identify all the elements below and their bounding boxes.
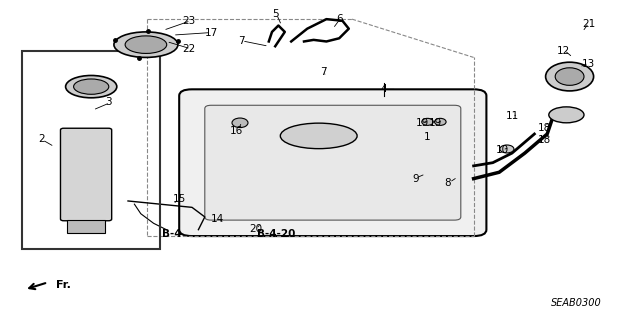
Text: 21: 21 bbox=[582, 19, 595, 29]
FancyBboxPatch shape bbox=[61, 128, 111, 221]
Text: 8: 8 bbox=[445, 178, 451, 189]
FancyBboxPatch shape bbox=[179, 89, 486, 236]
Text: 3: 3 bbox=[106, 97, 112, 107]
Text: 18: 18 bbox=[538, 122, 550, 133]
Ellipse shape bbox=[125, 36, 167, 54]
Text: SEAB0300: SEAB0300 bbox=[550, 298, 602, 308]
Text: 13: 13 bbox=[582, 59, 595, 69]
FancyBboxPatch shape bbox=[205, 105, 461, 220]
Text: 23: 23 bbox=[182, 16, 195, 26]
Text: 18: 18 bbox=[538, 135, 550, 145]
Bar bbox=[67, 220, 105, 233]
Text: B-4: B-4 bbox=[162, 229, 181, 240]
Text: 19: 19 bbox=[416, 118, 429, 128]
Text: 20: 20 bbox=[250, 224, 262, 234]
Ellipse shape bbox=[435, 118, 446, 125]
Text: 22: 22 bbox=[182, 44, 195, 55]
Ellipse shape bbox=[556, 68, 584, 85]
Ellipse shape bbox=[422, 118, 433, 125]
Text: 16: 16 bbox=[230, 126, 243, 136]
Ellipse shape bbox=[232, 118, 248, 128]
Text: 5: 5 bbox=[272, 9, 278, 19]
Text: 19: 19 bbox=[429, 118, 442, 128]
Ellipse shape bbox=[500, 145, 514, 153]
Text: 7: 7 bbox=[239, 36, 245, 47]
Text: 10: 10 bbox=[496, 145, 509, 155]
Text: 6: 6 bbox=[336, 14, 342, 24]
Ellipse shape bbox=[280, 123, 357, 149]
Text: Fr.: Fr. bbox=[56, 279, 70, 290]
Text: 4: 4 bbox=[381, 84, 387, 94]
Text: 17: 17 bbox=[205, 28, 218, 39]
Text: 7: 7 bbox=[320, 67, 326, 77]
Ellipse shape bbox=[114, 32, 178, 57]
Text: 14: 14 bbox=[211, 213, 224, 224]
Text: 2: 2 bbox=[38, 134, 45, 144]
Ellipse shape bbox=[66, 76, 117, 98]
Ellipse shape bbox=[545, 62, 594, 91]
Text: 9: 9 bbox=[413, 174, 419, 184]
Text: 11: 11 bbox=[506, 111, 518, 122]
Ellipse shape bbox=[74, 79, 109, 94]
Text: 12: 12 bbox=[557, 46, 570, 56]
Ellipse shape bbox=[548, 107, 584, 123]
Bar bbox=[22, 51, 160, 249]
Text: B-4-20: B-4-20 bbox=[257, 229, 296, 240]
Text: 15: 15 bbox=[173, 194, 186, 204]
Text: 1: 1 bbox=[424, 131, 430, 142]
